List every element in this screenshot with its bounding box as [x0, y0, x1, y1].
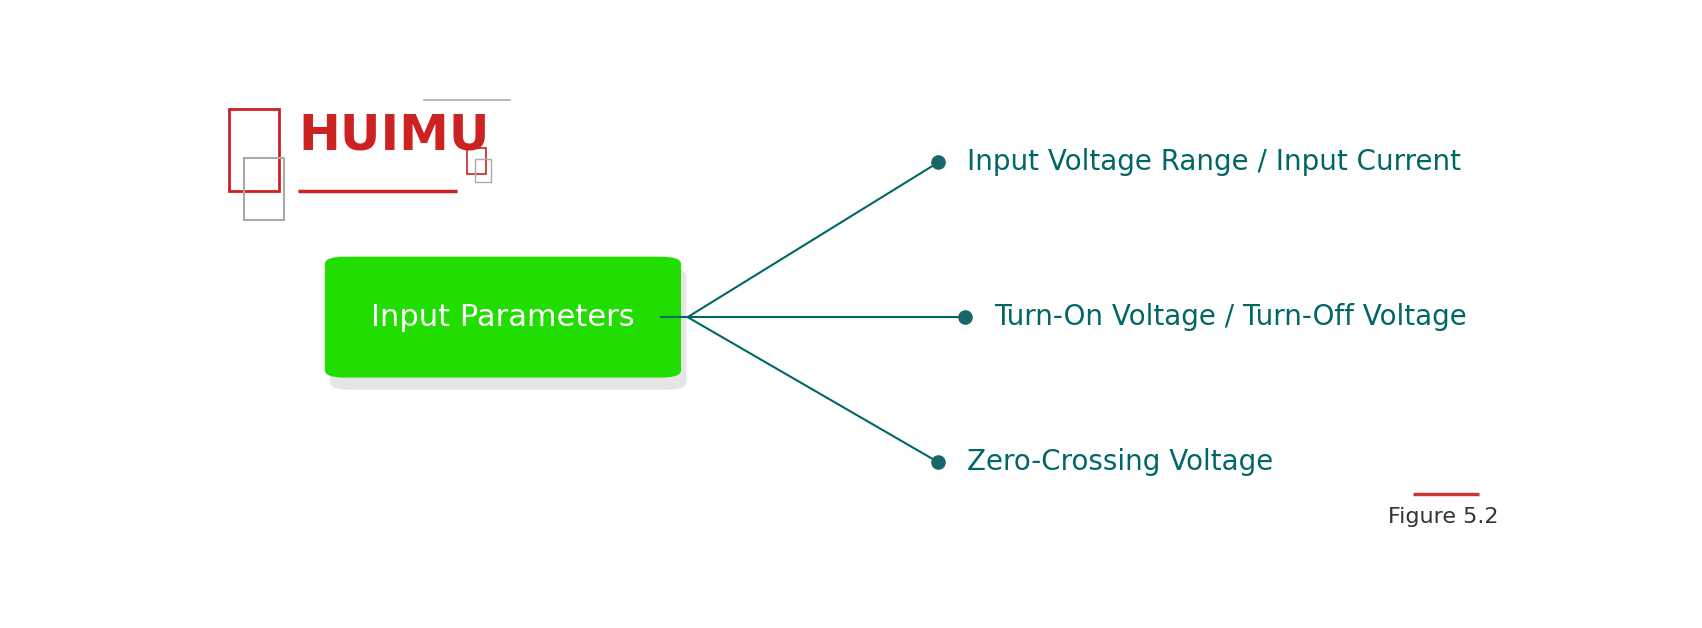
- Point: [924, 457, 951, 467]
- Point: [951, 312, 979, 322]
- Text: Zero-Crossing Voltage: Zero-Crossing Voltage: [967, 448, 1273, 476]
- FancyBboxPatch shape: [325, 257, 681, 377]
- Text: Input Voltage Range / Input Current: Input Voltage Range / Input Current: [967, 148, 1462, 176]
- Text: Figure 5.2: Figure 5.2: [1389, 507, 1499, 528]
- Text: Turn-On Voltage / Turn-Off Voltage: Turn-On Voltage / Turn-Off Voltage: [994, 303, 1467, 331]
- FancyBboxPatch shape: [330, 269, 686, 389]
- Text: HUIMU: HUIMU: [298, 112, 490, 160]
- Point: [924, 158, 951, 168]
- Text: Input Parameters: Input Parameters: [371, 303, 635, 332]
